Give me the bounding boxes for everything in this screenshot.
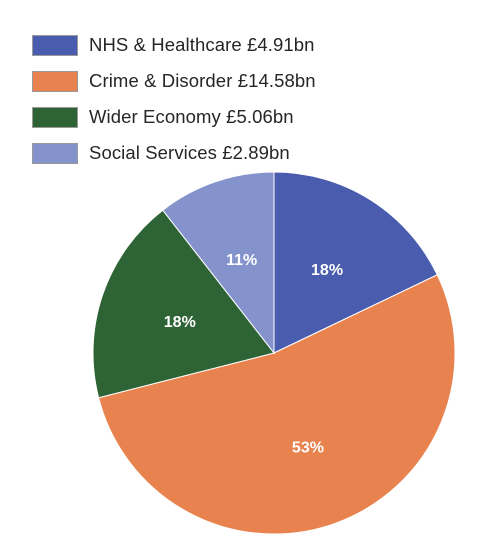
pie-label-social-services: 11%: [226, 252, 257, 269]
legend-swatch-nhs-healthcare: [32, 34, 78, 56]
legend-item-crime-disorder: Crime & Disorder £14.58bn: [32, 70, 316, 92]
legend-label-social-services: Social Services £2.89bn: [89, 142, 290, 163]
legend-label-nhs-healthcare: NHS & Healthcare £4.91bn: [89, 34, 315, 55]
pie-label-crime-disorder: 53%: [292, 440, 324, 457]
legend-item-social-services: Social Services £2.89bn: [32, 142, 316, 164]
pie-slice-crime-disorder: [98, 274, 456, 535]
legend-label-wider-economy: Wider Economy £5.06bn: [89, 106, 294, 127]
legend-swatch-crime-disorder: [32, 70, 78, 92]
pie-slice-nhs-healthcare: [273, 171, 438, 354]
pie-label-nhs-healthcare: 18%: [311, 262, 343, 279]
pie-label-wider-economy: 18%: [164, 314, 196, 331]
legend-swatch-social-services: [32, 142, 78, 164]
legend-item-wider-economy: Wider Economy £5.06bn: [32, 106, 316, 128]
legend-item-nhs-healthcare: NHS & Healthcare £4.91bn: [32, 34, 316, 56]
pie-slice-social-services: [162, 171, 275, 355]
legend-swatch-wider-economy: [32, 106, 78, 128]
pie-slice-wider-economy: [92, 209, 275, 399]
chart-legend: NHS & Healthcare £4.91bn Crime & Disorde…: [32, 34, 316, 178]
legend-label-crime-disorder: Crime & Disorder £14.58bn: [89, 70, 316, 91]
